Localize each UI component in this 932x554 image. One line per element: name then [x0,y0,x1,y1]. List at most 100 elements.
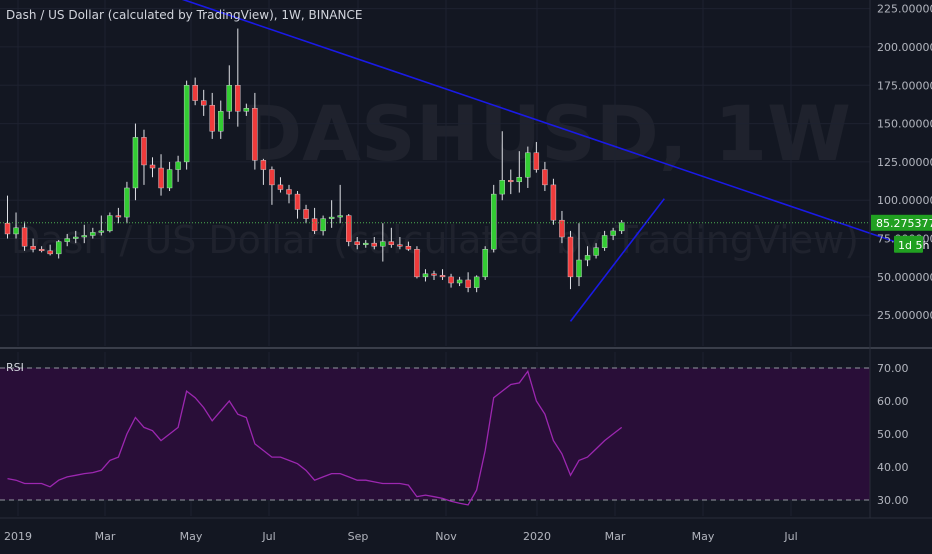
rsi-axis[interactable]: 70.00 60.00 50.00 40.00 30.00 [877,362,909,507]
candle[interactable] [499,131,505,201]
candle[interactable] [4,195,11,239]
candle[interactable] [533,141,540,173]
candle[interactable] [218,100,224,139]
candle[interactable] [115,207,122,224]
candle[interactable] [584,246,591,267]
candle[interactable] [363,240,369,248]
candle[interactable] [448,273,454,288]
trendline-resistance[interactable] [178,0,895,243]
candle[interactable] [422,269,429,282]
candle[interactable] [431,270,437,280]
time-axis[interactable]: 2019 Mar May Jul Sep Nov 2020 Mar May Jul [4,530,798,543]
candle[interactable] [576,223,582,287]
time-tick-label: 2020 [523,530,551,543]
candle[interactable] [465,272,471,293]
candle[interactable] [200,89,207,116]
candle[interactable] [601,230,608,251]
candle[interactable] [141,129,147,185]
candle[interactable] [30,238,36,253]
candle[interactable] [380,223,386,262]
candle-body [294,193,301,210]
candle[interactable] [286,184,292,204]
candle[interactable] [13,212,19,239]
candle-body [593,247,599,256]
candle[interactable] [166,161,173,192]
candle[interactable] [320,215,326,236]
time-tick-label: Sep [348,530,369,543]
candle[interactable] [414,246,420,279]
candle-body [73,236,79,239]
candle[interactable] [209,92,215,139]
candle[interactable] [38,246,45,253]
candle[interactable] [226,65,232,119]
candle[interactable] [192,77,198,106]
candle[interactable] [491,184,497,253]
candle[interactable] [337,184,343,224]
candle[interactable] [175,155,181,182]
candle[interactable] [439,269,446,280]
candle[interactable] [397,237,403,250]
candle-body [132,137,139,189]
candle[interactable] [405,241,412,251]
candle[interactable] [354,237,360,250]
candle[interactable] [550,178,557,225]
candle[interactable] [132,123,139,201]
candle[interactable] [508,169,514,195]
candlestick-series[interactable] [4,28,625,293]
candle-body [380,241,386,247]
candle-body [542,169,548,186]
candle[interactable] [346,214,352,247]
rsi-line[interactable] [7,369,623,506]
candle[interactable] [90,227,96,239]
candle-body [209,104,215,132]
price-tick-label: 125.000000 [877,156,932,169]
candle[interactable] [482,246,488,280]
candle[interactable] [371,237,377,250]
candle[interactable] [235,28,241,127]
candle[interactable] [73,230,79,244]
rsi-pane-label: RSI [6,361,24,374]
trendline-support[interactable] [569,198,665,322]
candle[interactable] [388,227,395,248]
candle[interactable] [158,154,164,196]
candle[interactable] [593,243,599,259]
candle[interactable] [311,207,318,234]
candle[interactable] [243,103,250,116]
candle[interactable] [277,177,284,193]
candle[interactable] [516,151,522,193]
candle[interactable] [542,161,548,192]
candle[interactable] [107,212,113,233]
candle[interactable] [149,157,156,178]
candle-body [482,249,488,278]
candle[interactable] [294,191,301,219]
candle[interactable] [98,215,105,236]
candle[interactable] [260,158,267,185]
price-tick-label: 150.000000 [877,118,932,131]
candle[interactable] [47,244,53,256]
candle[interactable] [252,92,258,170]
candle-body [473,276,480,288]
candle[interactable] [269,166,275,205]
candle[interactable] [21,221,28,251]
candle[interactable] [124,181,130,224]
candle[interactable] [473,275,480,293]
price-axis[interactable]: 225.000000 200.000000 175.000000 150.000000… [877,3,932,323]
candle-body [260,160,267,170]
candle[interactable] [567,230,574,290]
watermark: DASHUSD, 1W Dash / US Dollar (calculated… [11,89,859,262]
candle-body [175,161,181,170]
candle[interactable] [55,240,62,259]
candle[interactable] [456,276,463,287]
candle[interactable] [525,146,531,188]
candle[interactable] [81,224,87,244]
candle[interactable] [559,210,565,244]
candle[interactable] [183,80,190,170]
candle[interactable] [610,227,616,241]
trendlines[interactable] [178,0,895,322]
rsi-series[interactable] [7,369,623,506]
candle[interactable] [328,200,335,228]
candle[interactable] [303,204,309,224]
candle[interactable] [64,233,70,247]
